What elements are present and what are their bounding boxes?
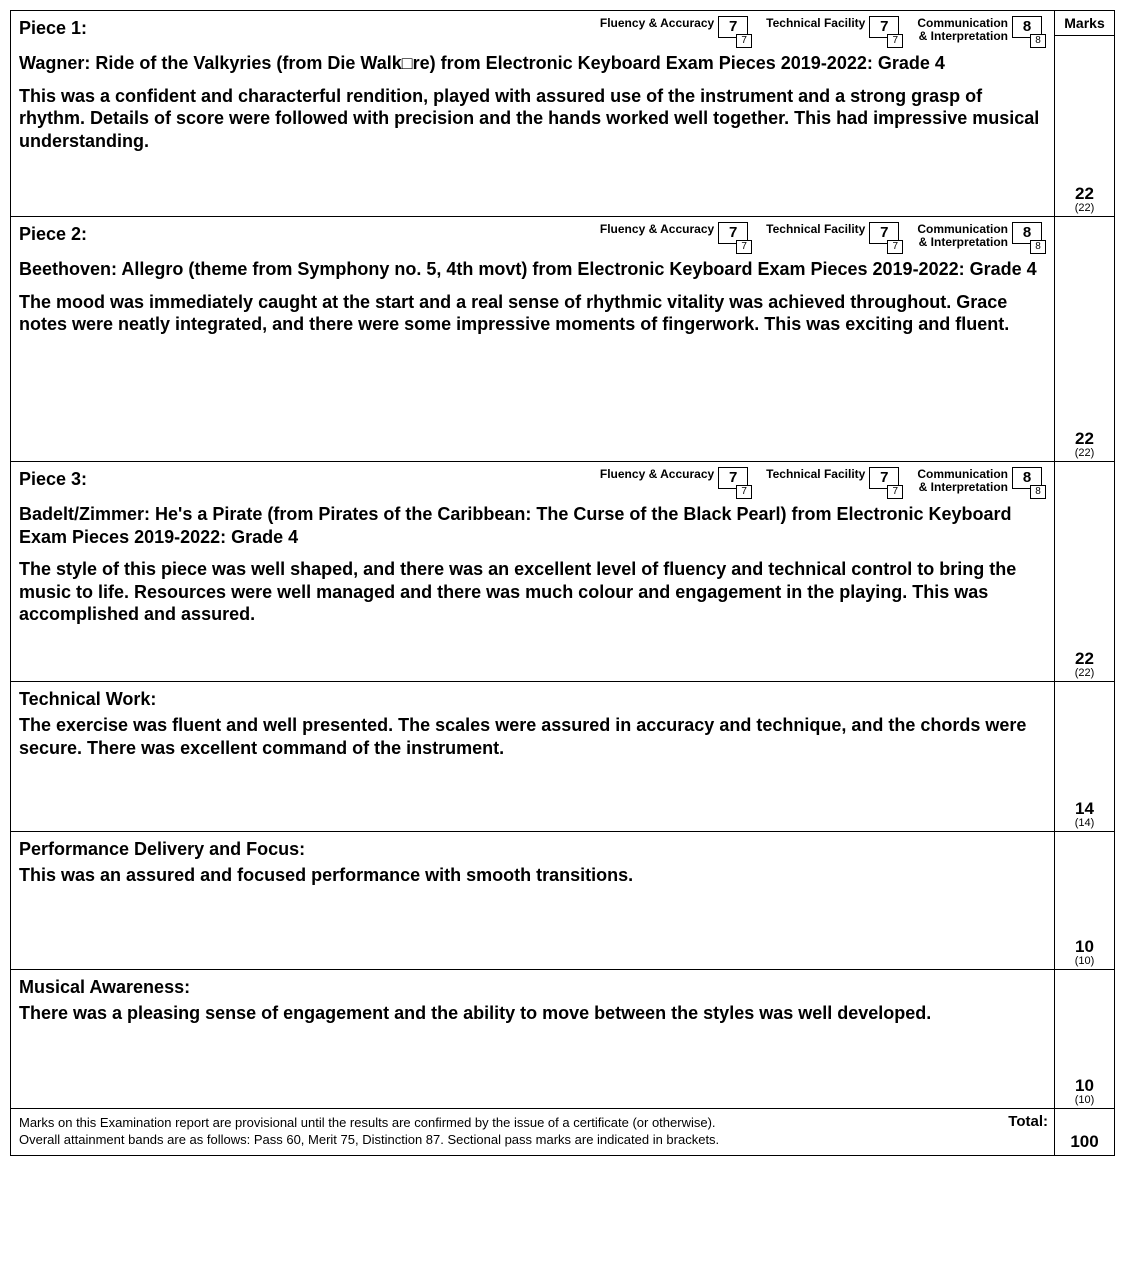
piece-comment: The style of this piece was well shaped,… — [19, 558, 1046, 626]
section: Piece 2: Fluency & Accuracy 7 7 Technica… — [11, 217, 1054, 462]
score-item: Communication& Interpretation 8 8 — [917, 222, 1046, 254]
score-item: Fluency & Accuracy 7 7 — [600, 222, 752, 254]
mark-max: (22) — [1075, 202, 1095, 214]
score-max: 8 — [1030, 485, 1046, 499]
piece-title: Badelt/Zimmer: He's a Pirate (from Pirat… — [19, 503, 1046, 548]
section-head: Musical Awareness: — [19, 975, 1046, 998]
marks-column: Marks 22 (22)22 (22)22 (22)14 (14)10 (10… — [1054, 11, 1114, 1108]
score-box: 7 7 — [718, 467, 752, 499]
score-label: Communication& Interpretation — [917, 16, 1008, 43]
marks-cell: 22 (22) — [1055, 462, 1114, 682]
total-label: Total: — [1008, 1109, 1054, 1130]
section: Performance Delivery and Focus: This was… — [11, 832, 1054, 970]
score-label: Technical Facility — [766, 16, 865, 30]
marks-cell: 22 (22) — [1055, 36, 1114, 217]
section: Musical Awareness: There was a pleasing … — [11, 970, 1054, 1108]
section: Piece 3: Fluency & Accuracy 7 7 Technica… — [11, 462, 1054, 682]
score-box: 8 8 — [1012, 16, 1046, 48]
mark-value: 22 — [1075, 430, 1094, 447]
section-title: Piece 1: — [19, 16, 87, 39]
score-box: 7 7 — [869, 467, 903, 499]
score-label: Fluency & Accuracy — [600, 222, 714, 236]
section: Piece 1: Fluency & Accuracy 7 7 Technica… — [11, 11, 1054, 217]
score-group: Fluency & Accuracy 7 7 Technical Facilit… — [600, 467, 1046, 499]
piece-comment: The exercise was fluent and well present… — [19, 714, 1046, 759]
score-max: 7 — [736, 34, 752, 48]
score-item: Technical Facility 7 7 — [766, 16, 903, 48]
piece-comment: This was a confident and characterful re… — [19, 85, 1046, 153]
score-box: 7 7 — [718, 16, 752, 48]
mark-max: (14) — [1075, 817, 1095, 829]
score-max: 7 — [887, 485, 903, 499]
section-head: Technical Work: — [19, 687, 1046, 710]
footer-line-1: Marks on this Examination report are pro… — [19, 1115, 1000, 1132]
score-item: Fluency & Accuracy 7 7 — [600, 467, 752, 499]
score-item: Fluency & Accuracy 7 7 — [600, 16, 752, 48]
mark-value: 14 — [1075, 800, 1094, 817]
score-label: Fluency & Accuracy — [600, 467, 714, 481]
score-label: Fluency & Accuracy — [600, 16, 714, 30]
score-label: Communication& Interpretation — [917, 467, 1008, 494]
section-title: Musical Awareness: — [19, 975, 190, 998]
score-group: Fluency & Accuracy 7 7 Technical Facilit… — [600, 16, 1046, 48]
score-box: 7 7 — [869, 16, 903, 48]
score-box: 7 7 — [718, 222, 752, 254]
marks-cell: 22 (22) — [1055, 217, 1114, 462]
mark-max: (22) — [1075, 667, 1095, 679]
piece-title: Beethoven: Allegro (theme from Symphony … — [19, 258, 1046, 281]
mark-max: (22) — [1075, 447, 1095, 459]
exam-report: Piece 1: Fluency & Accuracy 7 7 Technica… — [10, 10, 1115, 1109]
total-value: 100 — [1054, 1109, 1114, 1155]
section-title: Piece 3: — [19, 467, 87, 490]
score-max: 7 — [736, 485, 752, 499]
section-head: Piece 2: Fluency & Accuracy 7 7 Technica… — [19, 222, 1046, 254]
mark-value: 22 — [1075, 185, 1094, 202]
score-item: Communication& Interpretation 8 8 — [917, 16, 1046, 48]
score-max: 8 — [1030, 34, 1046, 48]
score-group: Fluency & Accuracy 7 7 Technical Facilit… — [600, 222, 1046, 254]
piece-comment: The mood was immediately caught at the s… — [19, 291, 1046, 336]
score-label: Technical Facility — [766, 467, 865, 481]
mark-max: (10) — [1075, 1094, 1095, 1106]
piece-title: Wagner: Ride of the Valkyries (from Die … — [19, 52, 1046, 75]
score-label: Technical Facility — [766, 222, 865, 236]
score-item: Communication& Interpretation 8 8 — [917, 467, 1046, 499]
section-head: Piece 1: Fluency & Accuracy 7 7 Technica… — [19, 16, 1046, 48]
score-box: 7 7 — [869, 222, 903, 254]
piece-comment: This was an assured and focused performa… — [19, 864, 1046, 887]
section: Technical Work: The exercise was fluent … — [11, 682, 1054, 832]
mark-value: 22 — [1075, 650, 1094, 667]
footer-text: Marks on this Examination report are pro… — [11, 1109, 1008, 1155]
section-title: Piece 2: — [19, 222, 87, 245]
footer-line-2: Overall attainment bands are as follows:… — [19, 1132, 1000, 1149]
marks-cell: 10 (10) — [1055, 970, 1114, 1108]
marks-header: Marks — [1055, 11, 1114, 36]
marks-cell: 14 (14) — [1055, 682, 1114, 832]
piece-comment: There was a pleasing sense of engagement… — [19, 1002, 1046, 1025]
section-title: Performance Delivery and Focus: — [19, 837, 305, 860]
score-max: 7 — [887, 34, 903, 48]
marks-cell: 10 (10) — [1055, 832, 1114, 970]
score-box: 8 8 — [1012, 467, 1046, 499]
mark-value: 10 — [1075, 938, 1094, 955]
score-item: Technical Facility 7 7 — [766, 467, 903, 499]
section-head: Performance Delivery and Focus: — [19, 837, 1046, 860]
score-max: 8 — [1030, 240, 1046, 254]
score-item: Technical Facility 7 7 — [766, 222, 903, 254]
score-max: 7 — [887, 240, 903, 254]
mark-value: 10 — [1075, 1077, 1094, 1094]
score-box: 8 8 — [1012, 222, 1046, 254]
score-max: 7 — [736, 240, 752, 254]
footer-row: Marks on this Examination report are pro… — [10, 1109, 1115, 1156]
section-title: Technical Work: — [19, 687, 156, 710]
section-head: Piece 3: Fluency & Accuracy 7 7 Technica… — [19, 467, 1046, 499]
mark-max: (10) — [1075, 955, 1095, 967]
main-column: Piece 1: Fluency & Accuracy 7 7 Technica… — [11, 11, 1054, 1108]
score-label: Communication& Interpretation — [917, 222, 1008, 249]
